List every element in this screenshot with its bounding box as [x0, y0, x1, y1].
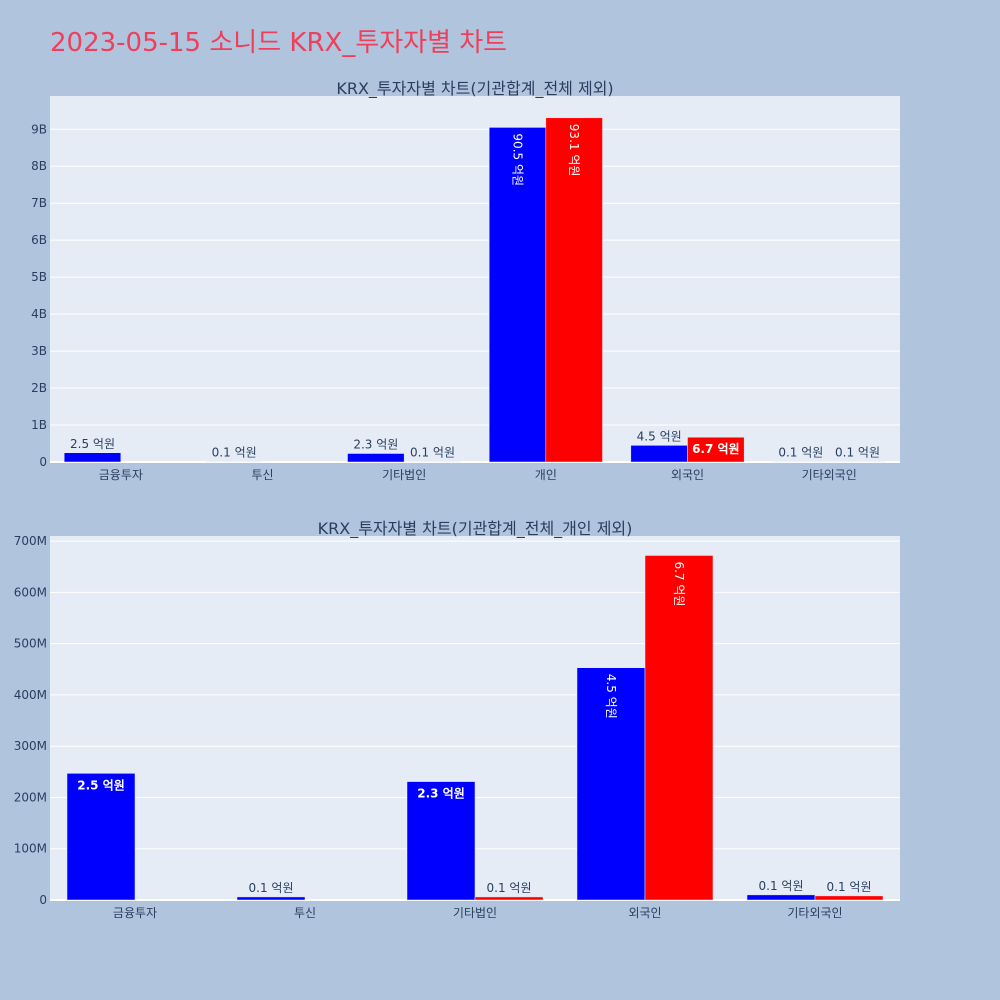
y-tick-label: 8B: [31, 159, 47, 173]
data-label: 90.5 억원: [511, 133, 525, 186]
x-tick-label: 투신: [294, 906, 316, 920]
y-tick-label: 5B: [31, 270, 47, 284]
data-label: 0.1 억원: [759, 879, 804, 893]
y-tick-label: 700M: [14, 534, 47, 548]
bar: [63, 452, 122, 463]
data-label: 6.7 억원: [672, 561, 686, 606]
bar: [474, 896, 544, 901]
chart-investor-excl-institution: 0 1B 2B 3B 4B 5B 6B 7B 8B 9B KRX_투자자별 차트(기관합계_전체 제…: [31, 79, 900, 482]
bar: [545, 117, 603, 463]
y-tick-label: 500M: [14, 637, 47, 651]
bar: [814, 895, 884, 901]
data-label: 4.5 억원: [604, 674, 618, 719]
data-label: 2.5 억원: [70, 437, 115, 451]
y-tick-label: 2B: [31, 381, 47, 395]
y-tick-label: 6B: [31, 233, 47, 247]
x-tick-label: 금융투자: [99, 468, 143, 482]
y-tick-label: 9B: [31, 122, 47, 136]
y-tick-label: 0: [39, 455, 47, 469]
bar: [644, 555, 714, 901]
data-label: 0.1 억원: [487, 881, 532, 895]
page-title: 2023-05-15 소니드 KRX_투자자별 차트: [50, 28, 508, 58]
x-tick-label: 외국인: [628, 906, 661, 920]
y-tick-label: 400M: [14, 688, 47, 702]
data-label: 0.1 억원: [410, 446, 455, 460]
bar: [576, 667, 646, 901]
data-label: 0.1 억원: [249, 881, 294, 895]
data-label: 2.3 억원: [353, 437, 398, 451]
y-tick-label: 200M: [14, 790, 47, 804]
bar: [488, 127, 547, 463]
bar: [746, 894, 816, 901]
data-label: 2.3 억원: [417, 787, 465, 801]
data-label: 93.1 억원: [567, 124, 581, 177]
chart-title: KRX_투자자별 차트(기관합계_전체_개인 제외): [318, 519, 633, 539]
y-tick-label: 1B: [31, 418, 47, 432]
bar: [687, 436, 745, 463]
chart-investor-excl-institution-individual: 0 100M 200M 300M 400M 500M 600M 700M KRX_투자자별 차트…: [14, 519, 900, 920]
x-tick-label: 금융투자: [113, 906, 157, 920]
x-tick-label: 기타외국인: [787, 906, 842, 920]
y-tick-label: 4B: [31, 307, 47, 321]
y-tick-label: 7B: [31, 196, 47, 210]
x-tick-label: 외국인: [671, 468, 704, 482]
x-tick-label: 기타외국인: [802, 468, 857, 482]
bar: [347, 453, 405, 463]
data-label: 0.1 억원: [212, 446, 257, 460]
y-tick-label: 0: [39, 893, 47, 907]
x-tick-label: 기타법인: [382, 468, 426, 482]
data-label: 0.1 억원: [827, 880, 872, 894]
x-tick-label: 투신: [251, 468, 273, 482]
data-label: 0.1 억원: [778, 446, 823, 460]
bar: [66, 773, 136, 901]
data-label: 6.7 억원: [692, 442, 740, 456]
y-tick-label: 100M: [14, 842, 47, 856]
data-label: 4.5 억원: [637, 429, 682, 443]
y-tick-label: 300M: [14, 739, 47, 753]
bar: [406, 781, 476, 901]
x-tick-label: 기타법인: [453, 906, 497, 920]
chart-title: KRX_투자자별 차트(기관합계_전체 제외): [336, 79, 613, 99]
bar: [630, 445, 688, 463]
x-tick-label: 개인: [535, 468, 557, 482]
bar: [236, 896, 306, 901]
y-tick-label: 600M: [14, 585, 47, 599]
data-label: 2.5 억원: [77, 778, 125, 792]
y-tick-label: 3B: [31, 344, 47, 358]
data-label: 0.1 억원: [835, 446, 880, 460]
plot-area: [50, 96, 900, 462]
